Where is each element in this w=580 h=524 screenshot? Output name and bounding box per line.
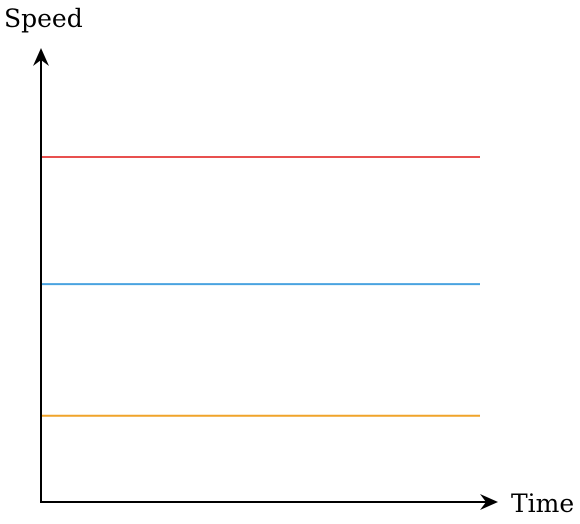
- y-axis-label: Speed: [4, 4, 83, 33]
- series-layer: [41, 156, 480, 417]
- y-axis-arrowhead: [33, 48, 49, 66]
- x-axis-arrowhead: [480, 494, 498, 510]
- x-axis-label: Time: [511, 489, 574, 518]
